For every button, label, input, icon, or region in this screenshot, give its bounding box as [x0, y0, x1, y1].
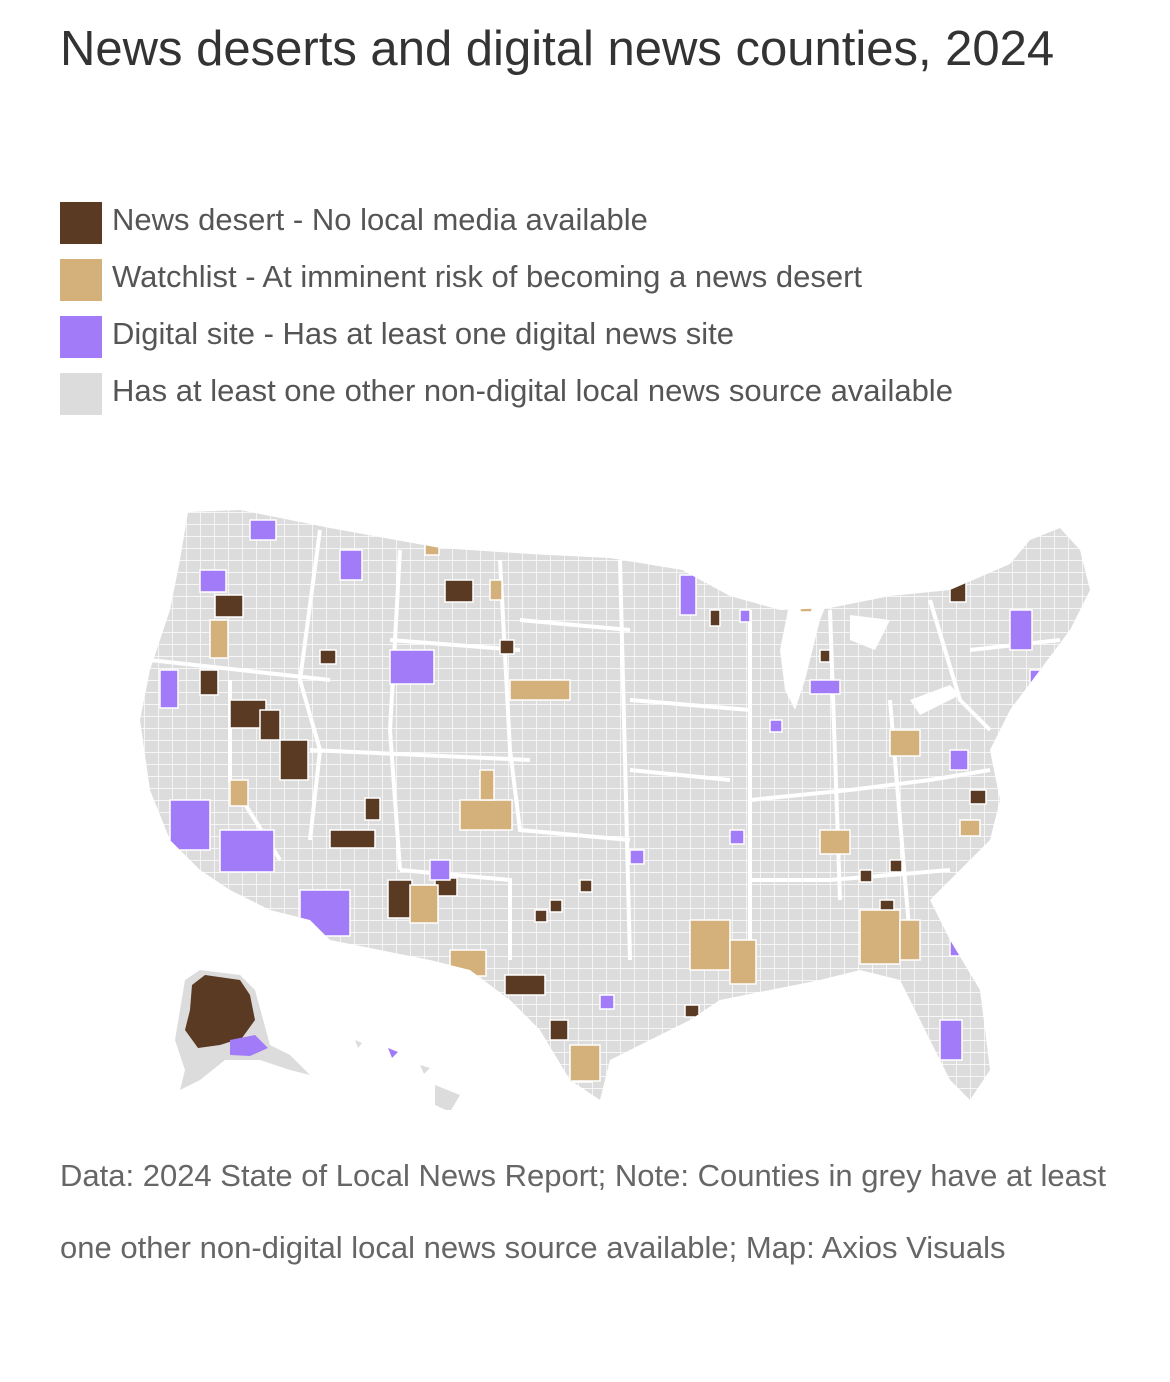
alaska-digital-site: [230, 1035, 268, 1056]
alaska: [175, 970, 310, 1090]
great-lakes: [780, 595, 960, 715]
alaska-news-desert: [185, 975, 255, 1048]
county-layer: [159, 519, 1053, 1083]
other-source-swatch: [60, 373, 102, 415]
watchlist-swatch: [60, 259, 102, 301]
news-desert-swatch: [60, 202, 102, 244]
legend-label: Digital site - Has at least one digital …: [112, 316, 735, 351]
legend-item-digital-site: Digital site - Has at least one digital …: [60, 310, 1120, 358]
digital-site-swatch: [60, 316, 102, 358]
legend-item-other-source: Has at least one other non-digital local…: [60, 367, 1120, 415]
hawaii: [355, 1040, 460, 1110]
legend-item-watchlist: Watchlist - At imminent risk of becoming…: [60, 253, 1120, 301]
hawaii-digital-site: [388, 1048, 398, 1058]
legend: News desert - No local media available W…: [60, 196, 1120, 424]
watchlist-counties: [209, 534, 981, 1082]
legend-label: News desert - No local media available: [112, 202, 648, 237]
map-svg: [140, 510, 1090, 1110]
footnote: Data: 2024 State of Local News Report; N…: [60, 1158, 1106, 1265]
legend-item-news-desert: News desert - No local media available: [60, 196, 1120, 244]
chart-title: News deserts and digital news counties, …: [60, 22, 1055, 76]
legend-label: Watchlist - At imminent risk of becoming…: [112, 259, 863, 294]
lower-48-outline: [140, 510, 1090, 1100]
us-county-map: [130, 500, 1120, 1110]
legend-label: Has at least one other non-digital local…: [112, 373, 953, 408]
